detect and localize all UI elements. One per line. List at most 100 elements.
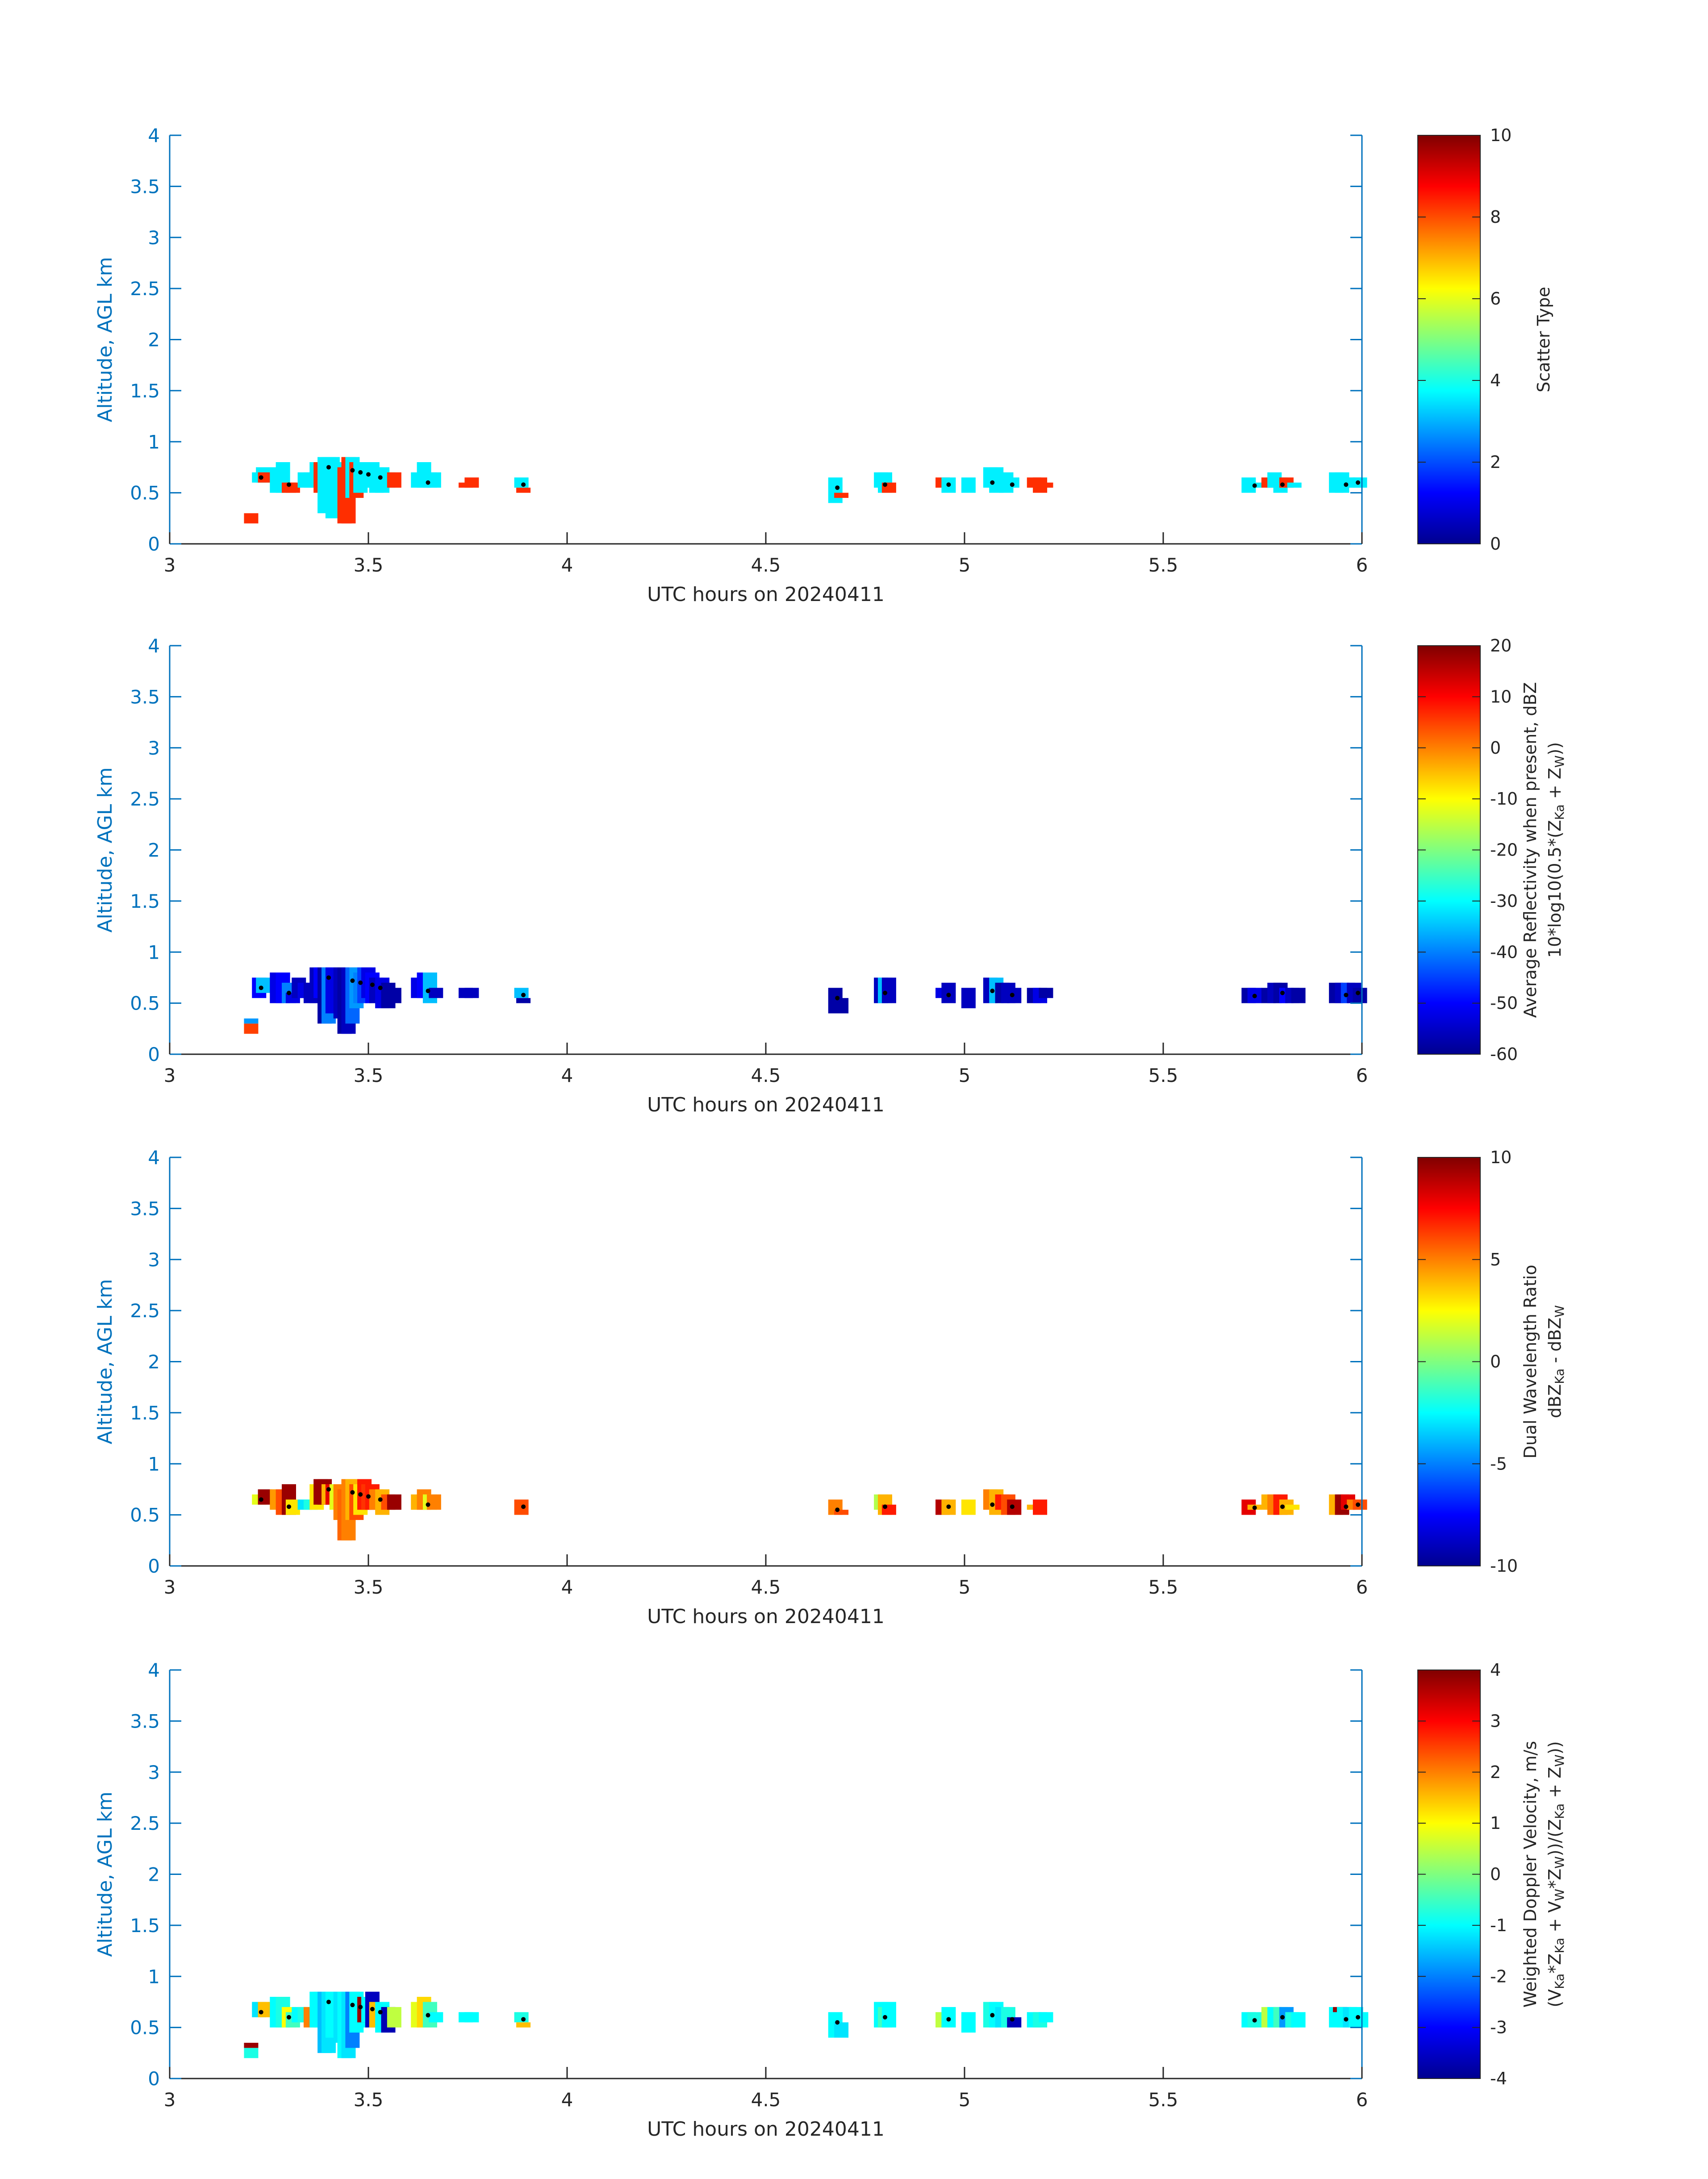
x-tick-label: 5	[959, 1576, 971, 1598]
data-cell	[258, 472, 272, 483]
colorbar-tick-label: -20	[1490, 840, 1518, 860]
data-cell	[961, 988, 976, 1009]
y-tick-label: 4	[148, 1659, 160, 1681]
marker-dot	[1010, 993, 1015, 998]
colorbar-gradient	[1417, 1157, 1481, 1566]
marker-dot	[883, 990, 887, 995]
marker-dot	[1010, 2017, 1015, 2022]
y-tick-label: 0.5	[130, 482, 160, 504]
y-axis-label: Altitude, AGL km	[94, 1791, 117, 1957]
x-tick-label: 4.5	[751, 1576, 781, 1598]
marker-dot	[259, 2010, 263, 2015]
marker-dot	[835, 996, 840, 1001]
y-tick-label: 3.5	[130, 686, 160, 708]
marker-dot	[946, 2017, 951, 2022]
colorbar-tick-label: 0	[1490, 534, 1501, 554]
colorbar-tick-label: -5	[1490, 1454, 1507, 1474]
colorbar-tick-label: 5	[1490, 1250, 1501, 1269]
formula-part: + V	[1545, 1901, 1565, 1938]
colorbar-tick-label: -10	[1490, 1556, 1518, 1576]
data-cell	[244, 513, 259, 524]
marker-dot	[287, 482, 291, 487]
marker-dot	[366, 472, 371, 477]
colorbar-tick-label: -1	[1490, 1916, 1507, 1935]
marker-dots	[259, 465, 1361, 490]
marker-dot	[1356, 480, 1361, 485]
x-tick-label: 4	[561, 1576, 573, 1598]
y-tick-label: 0.5	[130, 2017, 160, 2039]
y-tick-label: 1	[148, 1453, 160, 1475]
data-cell	[256, 977, 271, 993]
data-cell	[514, 988, 529, 998]
colorbar-tick-label: 2	[1490, 452, 1501, 472]
marker-dot	[521, 482, 526, 487]
marker-dot	[990, 989, 995, 993]
marker-dot	[883, 1504, 887, 1509]
colorbar-tick-label: 0	[1490, 1865, 1501, 1884]
colorbar-tick-label: -4	[1490, 2069, 1507, 2088]
marker-dot	[426, 1502, 430, 1507]
marker-dot	[287, 2015, 291, 2020]
x-tick-label: 4.5	[751, 1064, 781, 1086]
marker-dot	[990, 2013, 995, 2018]
data-cell	[881, 2002, 896, 2028]
y-tick-label: 4	[148, 1147, 160, 1169]
marker-dot	[1010, 482, 1015, 487]
y-axis-label: Altitude, AGL km	[94, 1279, 117, 1444]
colorbar-tick-label: 10	[1490, 1148, 1512, 1167]
colorbar-formula: dBZKa - dBZW	[1545, 1305, 1567, 1418]
y-tick-label: 0	[148, 1555, 160, 1577]
formula-part: Ka	[1552, 804, 1567, 820]
formula-part: W	[1552, 1889, 1567, 1901]
marker-dot	[287, 1504, 291, 1509]
data-cell	[464, 477, 479, 488]
colorbar-formula: 10*log10(0.5*(ZKa + ZW))	[1545, 742, 1567, 958]
marker-dot	[358, 1492, 363, 1497]
y-tick-label: 0	[148, 1044, 160, 1065]
marker-dot	[259, 985, 263, 990]
formula-part: *Z	[1545, 1954, 1565, 1974]
data-cell	[1285, 1504, 1300, 1510]
marker-dot	[426, 989, 430, 993]
colorbar-gradient	[1417, 135, 1481, 544]
colorbar-formula: (VKa*ZKa + VW*ZW))/(ZKa + ZW))	[1545, 1741, 1567, 2007]
x-tick-label: 3.5	[354, 1064, 384, 1086]
colorbar-label: Average Reflectivity when present, dBZ	[1520, 682, 1540, 1018]
colorbar-tick-label: -2	[1490, 1966, 1507, 1986]
marker-dot	[366, 1494, 371, 1499]
x-tick-label: 6	[1356, 2089, 1368, 2111]
y-tick-label: 1.5	[130, 380, 160, 402]
x-tick-label: 5.5	[1148, 554, 1178, 576]
x-tick-label: 3.5	[354, 2089, 384, 2111]
data-cell	[426, 472, 441, 488]
marker-dot	[426, 480, 430, 485]
x-tick-label: 4	[561, 1064, 573, 1086]
formula-part: Ka	[1552, 1938, 1567, 1954]
data-cell	[387, 1494, 401, 1510]
colorbar-tick-label: 10	[1490, 687, 1512, 706]
data-cell	[1287, 482, 1302, 488]
data-cells	[244, 967, 1367, 1034]
y-tick-label: 2	[148, 839, 160, 861]
data-cell	[1291, 2012, 1306, 2028]
x-axis-label: UTC hours on 20240411	[647, 1094, 885, 1116]
data-cell	[834, 493, 849, 498]
data-cell	[516, 2022, 531, 2028]
data-cell	[258, 1489, 272, 1505]
marker-dot	[350, 468, 355, 473]
formula-part: dBZ	[1545, 1384, 1565, 1418]
formula-part: ))	[1545, 1741, 1565, 1754]
y-tick-label: 2	[148, 1351, 160, 1373]
marker-dot	[946, 993, 951, 998]
y-tick-label: 0.5	[130, 1504, 160, 1526]
data-cell	[244, 1023, 259, 1034]
marker-dot	[1010, 1504, 1015, 1509]
y-tick-label: 2.5	[130, 278, 160, 300]
marker-dot	[1344, 1504, 1349, 1509]
marker-dot	[1252, 993, 1257, 998]
data-cell	[244, 1018, 259, 1024]
y-tick-label: 2	[148, 1864, 160, 1886]
y-tick-label: 0	[148, 2068, 160, 2090]
x-tick-label: 5	[959, 554, 971, 576]
y-tick-label: 4	[148, 635, 160, 657]
